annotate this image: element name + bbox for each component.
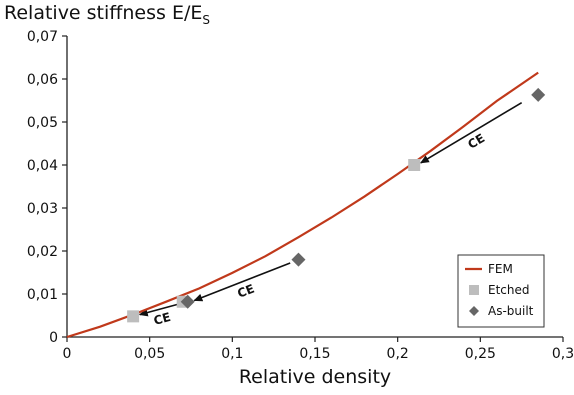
ce-arrow [138, 303, 180, 317]
x-tick-label: 0,1 [221, 346, 243, 362]
legend-label: FEM [488, 262, 513, 276]
legend-label: Etched [488, 283, 530, 297]
y-tick-label: 0,05 [27, 115, 58, 131]
y-tick-label: 0,07 [27, 29, 58, 45]
y-tick-label: 0,06 [27, 72, 58, 88]
x-tick-label: 0,2 [387, 346, 409, 362]
y-axis-title: Relative stiffness E/ES [4, 2, 210, 27]
x-tick-label: 0,15 [299, 346, 330, 362]
y-tick-label: 0,02 [27, 244, 58, 260]
as-built-point [531, 87, 546, 102]
ce-label: CE [235, 281, 256, 300]
x-tick-label: 0 [63, 346, 72, 362]
x-tick-label: 0,3 [552, 346, 574, 362]
ce-label: CE [152, 310, 172, 328]
y-tick-label: 0 [49, 330, 58, 346]
y-tick-label: 0,03 [27, 201, 58, 217]
as-built-point [291, 252, 306, 267]
ce-arrow [193, 262, 291, 302]
etched-point [408, 159, 421, 171]
y-tick-label: 0,04 [27, 158, 58, 174]
legend-label: As-built [488, 304, 534, 318]
fem-curve [66, 71, 539, 339]
as-built-point [180, 294, 195, 309]
x-axis-title: Relative density [238, 366, 392, 388]
y-tick-label: 0,01 [27, 287, 58, 303]
x-tick-label: 0,05 [134, 346, 165, 362]
ce-arrow [419, 101, 523, 164]
legend-as-built-swatch [469, 306, 479, 316]
x-tick-label: 0,25 [465, 346, 496, 362]
etched-point [127, 310, 140, 323]
legend-etched-swatch [469, 285, 479, 295]
